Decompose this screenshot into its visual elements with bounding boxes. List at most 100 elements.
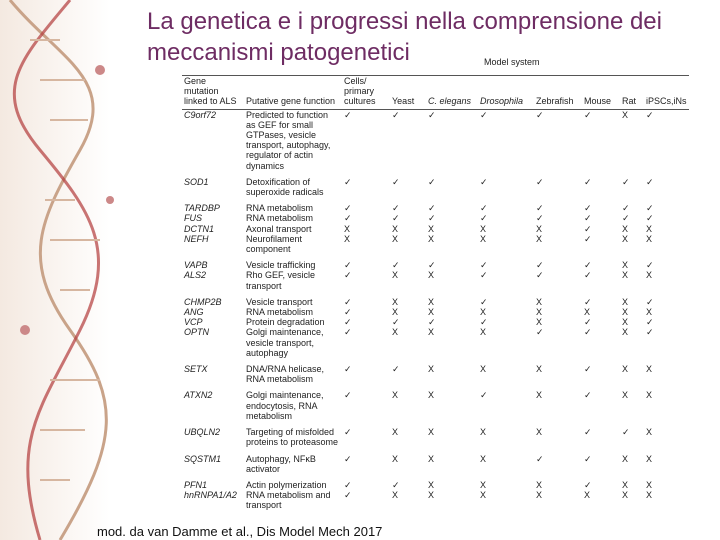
model-cell: X (646, 427, 653, 438)
model-cell: ✓ (622, 203, 630, 214)
model-cell: ✓ (480, 176, 488, 187)
model-cell: ✓ (428, 109, 436, 120)
model-cell: ✓ (536, 260, 544, 271)
gene-cell: TARDBP (184, 203, 220, 214)
model-cell: ✓ (536, 109, 544, 120)
table-row: DCTN1 Axonal transport X X X X X ✓ X X (182, 224, 689, 234)
model-cell: ✓ (646, 327, 654, 338)
model-cell: ✓ (344, 270, 352, 281)
model-cell: ✓ (622, 427, 630, 438)
model-cell: X (392, 390, 399, 401)
model-cell: ✓ (584, 109, 592, 120)
model-cell: ✓ (584, 296, 592, 307)
gene-cell: NEFH (184, 233, 209, 244)
model-cell: X (646, 453, 653, 464)
gene-cell: SETX (184, 364, 208, 375)
model-cell: X (428, 270, 435, 281)
model-cell: ✓ (428, 176, 436, 187)
model-cell: X (480, 307, 487, 318)
model-cell: X (622, 453, 629, 464)
model-cell: ✓ (344, 390, 352, 401)
gene-cell: FUS (184, 213, 202, 224)
model-cell: ✓ (584, 260, 592, 271)
gene-cell: DCTN1 (184, 223, 215, 234)
table-row: TARDBP RNA metabolism ✓ ✓ ✓ ✓ ✓ ✓ ✓ ✓ (182, 197, 689, 213)
model-cell: X (480, 327, 487, 338)
model-cell: X (536, 427, 543, 438)
function-cell: RNA metabolism (246, 203, 314, 214)
header-row: Gene mutation linked to ALS Putative gene… (182, 75, 689, 110)
model-cell: X (536, 223, 543, 234)
gene-cell: hnRNPA1/A2 (184, 490, 237, 501)
model-cell: X (622, 390, 629, 401)
model-cell: X (646, 270, 653, 281)
model-cell: X (646, 390, 653, 401)
function-cell: Golgi maintenance, vesicle transport, au… (246, 327, 324, 358)
column-header: C. elegans (426, 75, 478, 110)
model-cell: ✓ (480, 296, 488, 307)
column-header: Yeast (390, 75, 426, 110)
model-cell: ✓ (392, 364, 400, 375)
model-cell: ✓ (584, 270, 592, 281)
model-cell: X (480, 427, 487, 438)
model-cell: X (584, 307, 591, 318)
model-cell: ✓ (344, 176, 352, 187)
model-cell: X (428, 479, 435, 490)
model-cell: ✓ (344, 260, 352, 271)
model-cell: ✓ (392, 479, 400, 490)
model-cell: X (622, 233, 629, 244)
function-cell: RNA metabolism (246, 213, 314, 224)
gene-cell: C9orf72 (184, 109, 217, 120)
model-cell: X (428, 364, 435, 375)
model-cell: X (428, 223, 435, 234)
model-cell: ✓ (622, 213, 630, 224)
table: Gene mutation linked to ALS Putative gene… (182, 75, 689, 511)
model-cell: ✓ (480, 213, 488, 224)
model-cell: X (622, 490, 629, 501)
model-cell: X (536, 390, 543, 401)
model-cell: X (536, 364, 543, 375)
model-cell: X (622, 364, 629, 375)
column-header: Zebrafish (534, 75, 582, 110)
model-cell: X (392, 490, 399, 501)
column-header: Mouse (582, 75, 620, 110)
model-cell: X (584, 490, 591, 501)
model-cell: ✓ (646, 176, 654, 187)
model-cell: X (428, 390, 435, 401)
model-cell: X (536, 307, 543, 318)
model-cell: X (646, 490, 653, 501)
gene-cell: VCP (184, 317, 203, 328)
table-row: FUS RNA metabolism ✓ ✓ ✓ ✓ ✓ ✓ ✓ ✓ (182, 213, 689, 223)
model-cell: X (392, 296, 399, 307)
model-cell: ✓ (536, 270, 544, 281)
model-cell: X (392, 223, 399, 234)
gene-cell: ALS2 (184, 270, 207, 281)
model-cell: X (344, 223, 351, 234)
function-cell: Vesicle transport (246, 296, 313, 307)
column-header: Putative gene function (244, 75, 342, 110)
model-cell: X (622, 260, 629, 271)
model-cell: ✓ (584, 390, 592, 401)
function-cell: RNA metabolism and transport (246, 490, 331, 511)
model-cell: ✓ (622, 176, 630, 187)
model-cell: ✓ (584, 427, 592, 438)
model-cell: ✓ (344, 327, 352, 338)
model-cell: ✓ (584, 317, 592, 328)
model-cell: ✓ (344, 296, 352, 307)
function-cell: Predicted to function as GEF for small G… (246, 109, 331, 171)
model-cell: X (622, 307, 629, 318)
model-cell: X (480, 223, 487, 234)
table-row: VCP Protein degradation ✓ ✓ ✓ ✓ X ✓ X ✓ (182, 317, 689, 327)
model-cell: ✓ (428, 203, 436, 214)
model-cell: X (622, 270, 629, 281)
model-cell: ✓ (392, 260, 400, 271)
model-cell: X (536, 233, 543, 244)
slide-title: La genetica e i progressi nella comprens… (147, 8, 662, 66)
model-cell: ✓ (536, 203, 544, 214)
model-cell: X (428, 453, 435, 464)
model-cell: X (392, 427, 399, 438)
function-cell: Detoxification of superoxide radicals (246, 176, 324, 198)
function-cell: Axonal transport (246, 223, 312, 234)
model-cell: X (646, 223, 653, 234)
table-row: PFN1 Actin polymerization ✓ ✓ X X X ✓ X X (182, 474, 689, 490)
